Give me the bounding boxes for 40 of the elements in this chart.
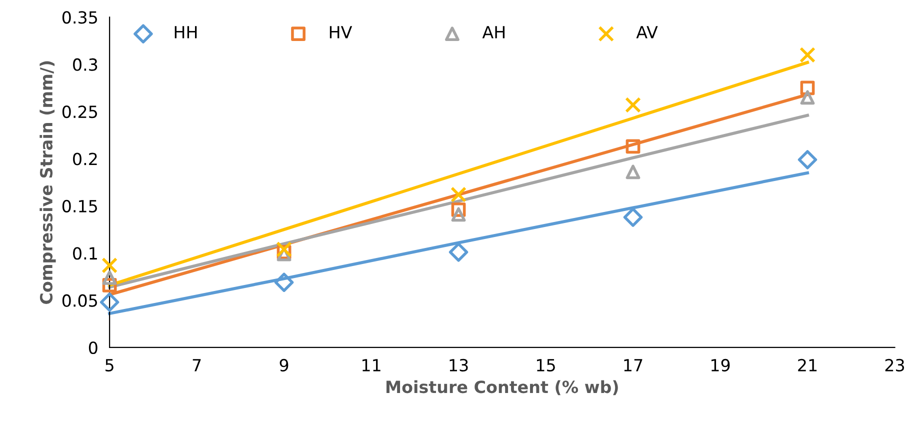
y-tick-label: 0.35 <box>62 11 97 24</box>
x-tick-label: 21 <box>798 358 817 372</box>
legend-label: AV <box>636 26 658 38</box>
x-tick-label: 11 <box>362 359 380 372</box>
y-tick-label: 0.15 <box>62 200 97 212</box>
point <box>102 257 118 274</box>
point <box>800 90 815 105</box>
point <box>274 272 294 292</box>
y-axis-title: Compressive Strain (mm/) <box>40 61 56 304</box>
y-tick-label: 0.25 <box>62 106 97 118</box>
legend-label: HV <box>330 26 352 38</box>
y-tick-label: 0.1 <box>73 247 97 260</box>
point <box>625 96 641 113</box>
x-tick-label: 13 <box>450 358 468 372</box>
x-axis-title: Moisture Content (% wb) <box>386 380 618 396</box>
point <box>100 292 120 312</box>
point <box>798 150 818 170</box>
point <box>451 207 466 222</box>
point <box>448 242 468 262</box>
x-tick-label: 17 <box>624 359 642 372</box>
x-tick-label: 9 <box>280 358 288 372</box>
point <box>800 80 815 96</box>
point <box>450 186 467 203</box>
point <box>623 208 643 227</box>
legend-label: AH <box>482 26 505 38</box>
legend-label: HH <box>174 26 197 38</box>
point <box>102 270 117 285</box>
x-tick-label: 7 <box>192 359 201 372</box>
point <box>626 139 640 154</box>
y-tick-label: 0.05 <box>62 294 97 307</box>
x-tick-label: 15 <box>537 359 555 372</box>
point <box>626 164 640 180</box>
x-tick-label: 23 <box>885 358 904 372</box>
x-tick-label: 19 <box>711 358 730 372</box>
point <box>276 241 292 258</box>
y-tick-label: 0.2 <box>73 152 97 166</box>
point <box>800 46 816 63</box>
y-tick-label: 0.3 <box>73 58 98 71</box>
y-tick-label: 0 <box>88 341 98 354</box>
x-tick-label: 5 <box>106 359 114 372</box>
